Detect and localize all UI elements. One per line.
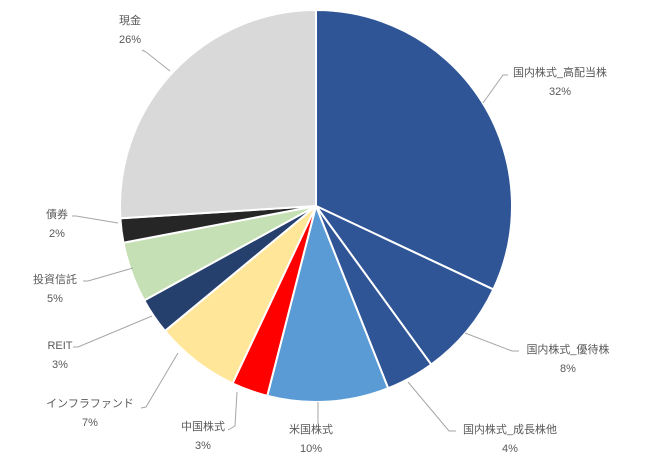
slice-label-china-stock: 中国株式 3% [181,418,225,456]
slice-label-text: 国内株式_成長株他 [462,424,558,436]
slice-label-percent: 4% [502,443,518,455]
leader-line-domestic-stock-yutai [464,332,519,352]
slice-label-percent: 32% [548,86,572,98]
pie-slice-domestic-stock-high-dividend[interactable] [315,9,513,291]
leader-line-mutual-fund [83,267,134,282]
slice-label-percent: 2% [49,228,65,240]
slice-label-percent: 26% [118,34,142,46]
slice-label-cash: 現金 26% [119,12,141,50]
slice-label-domestic-stock-high-dividend: 国内株式_高配当株 32% [513,64,607,102]
slice-label-text: インフラファンド [46,398,134,410]
slice-label-bonds: 債券 2% [46,206,68,244]
slice-label-text: 国内株式_優待株 [526,344,610,356]
slice-label-percent: 8% [560,363,576,375]
slice-label-percent: 3% [52,359,68,371]
pie-slice-domestic-stock-yutai[interactable] [315,205,495,366]
slice-label-text: REIT [47,340,73,352]
slice-label-infra-fund: インフラファンド 7% [46,395,134,433]
leader-line-china-stock [227,391,238,431]
slice-label-text: 国内株式_高配当株 [512,67,608,79]
slice-label-mutual-fund: 投資信託 5% [33,271,77,309]
leader-line-domestic-stock-high-dividend [482,74,508,104]
slice-label-percent: 3% [195,440,211,452]
slice-label-domestic-stock-growth-other: 国内株式_成長株他 4% [463,421,557,459]
slice-label-text: 中国株式 [181,421,225,433]
slice-label-text: 投資信託 [33,274,77,286]
slice-label-domestic-stock-yutai: 国内株式_優待株 8% [526,341,609,379]
slice-label-text: 現金 [119,15,141,27]
leader-line-cash [141,49,171,72]
pie-slice-us-stock[interactable] [266,205,390,403]
leader-line-domestic-stock-growth-other [407,381,456,432]
slice-label-percent: 5% [47,293,63,305]
slice-label-percent: 10% [299,443,323,455]
leader-line-reit [73,315,153,348]
leader-line-bonds [72,215,119,224]
slice-label-text: 債券 [46,209,68,221]
pie-slice-cash[interactable] [119,9,317,220]
slice-label-text: 米国株式 [289,424,333,436]
leader-line-infra-fund [140,352,179,409]
slice-label-percent: 7% [82,417,98,429]
slice-label-reit: REIT 3% [47,337,72,375]
slice-label-us-stock: 米国株式 10% [289,421,333,459]
